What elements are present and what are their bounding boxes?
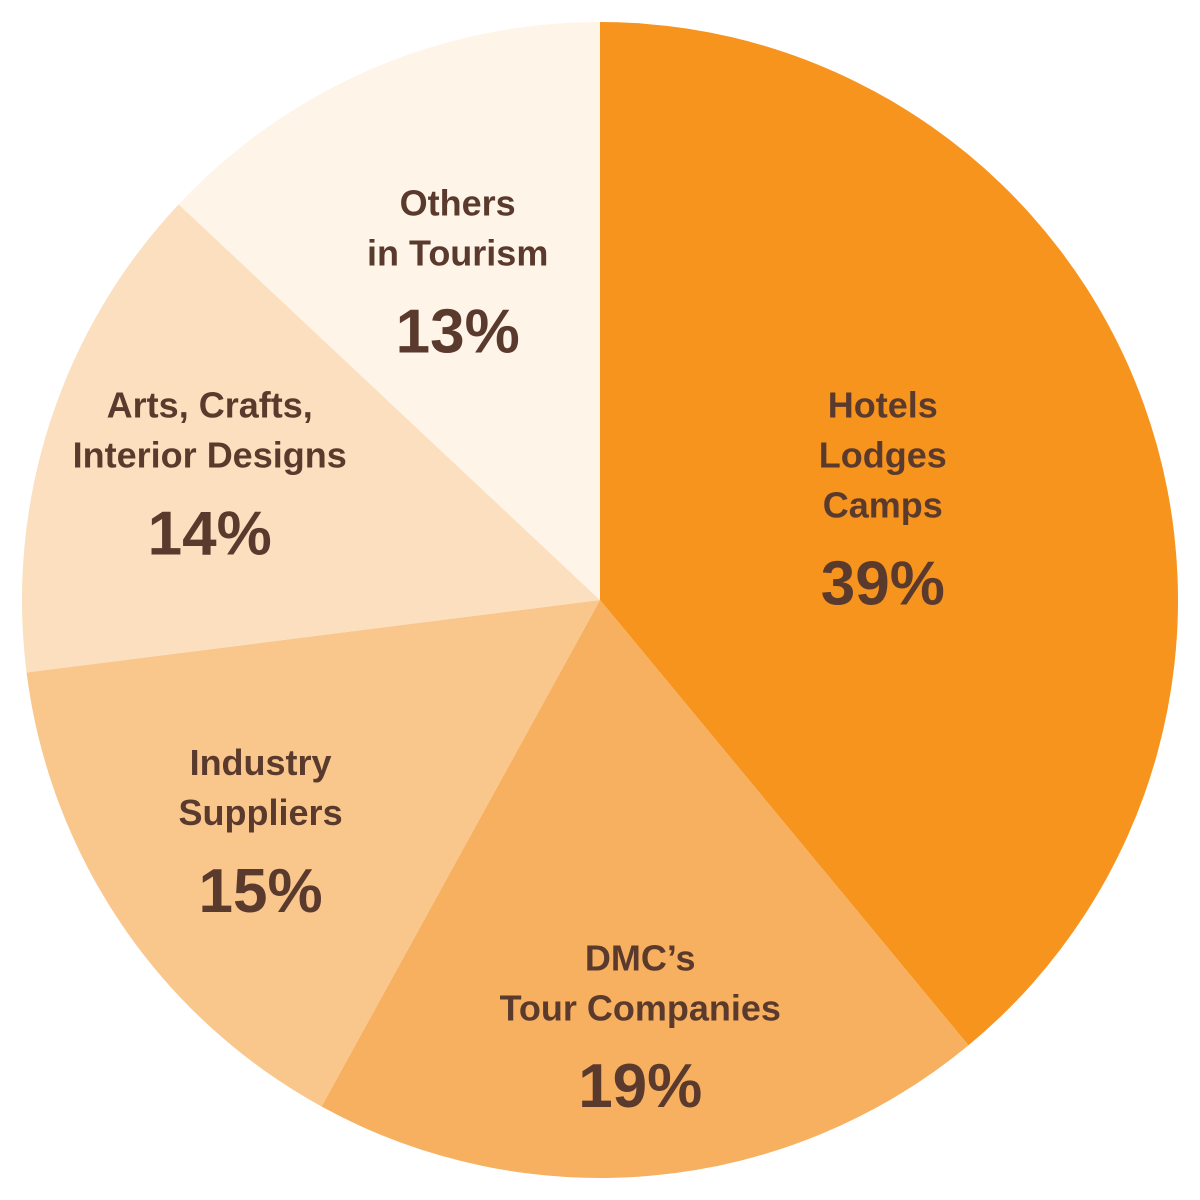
slice-label-line: DMC’s — [585, 937, 696, 978]
slice-percentage-label: 14% — [148, 500, 272, 569]
slice-percentage-label: 39% — [821, 550, 945, 619]
slice-percentage-label: 19% — [578, 1052, 702, 1121]
pie-slices — [21, 22, 1179, 1178]
slice-label-line: Others — [400, 183, 516, 224]
slice-percentage-label: 15% — [199, 857, 323, 926]
pie-slice — [21, 204, 600, 673]
slice-label-line: Camps — [823, 485, 943, 526]
slice-label-line: Interior Designs — [73, 435, 347, 476]
slice-label-line: Hotels — [828, 385, 938, 426]
slice-label-line: Suppliers — [179, 792, 343, 833]
pie-slice — [178, 22, 600, 600]
slice-label-line: Arts, Crafts, — [107, 385, 313, 426]
slice-label-line: in Tourism — [367, 233, 548, 274]
slice-label-line: Lodges — [819, 435, 947, 476]
pie-labels: Hotels Lodges Camps 39% DMC’s Tour Companies 1… — [73, 183, 947, 1122]
pie-slice — [26, 600, 601, 1107]
slice-label-line: Industry — [190, 742, 332, 783]
pie-slice — [321, 600, 969, 1178]
pie-slice — [600, 22, 1179, 1046]
slice-percentage-label: 13% — [396, 297, 520, 366]
slice-label-line: Tour Companies — [500, 987, 781, 1028]
